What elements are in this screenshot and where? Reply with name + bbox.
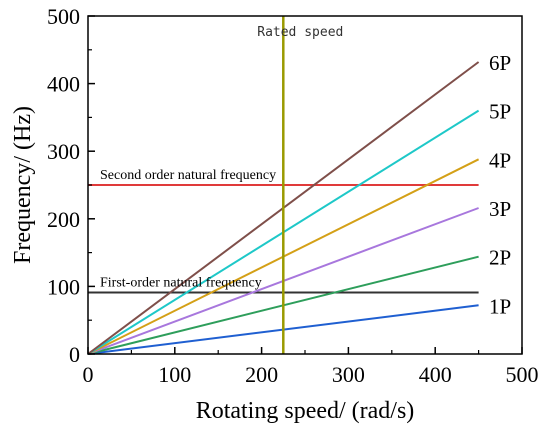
y-tick-label: 100 <box>47 274 80 299</box>
x-tick-label: 100 <box>158 362 191 387</box>
series-label-5p: 5P <box>489 100 511 124</box>
x-tick-label: 400 <box>419 362 452 387</box>
series-label-1p: 1P <box>489 294 511 318</box>
hline-label-2: First-order natural frequency <box>100 275 262 290</box>
hline-label-1: Second order natural frequency <box>100 168 276 183</box>
rated-speed-label: Rated speed <box>257 25 343 40</box>
x-tick-label: 0 <box>83 362 94 387</box>
plot-area <box>87 16 480 355</box>
series-label-2p: 2P <box>489 246 511 270</box>
x-tick-label: 200 <box>245 362 278 387</box>
axes <box>87 15 523 355</box>
y-axis-title: Frequency/ (Hz) <box>10 106 36 264</box>
x-tick-label: 300 <box>332 362 365 387</box>
series-label-3p: 3P <box>489 197 511 221</box>
y-tick-label: 200 <box>47 207 80 232</box>
y-tick-label: 300 <box>47 139 80 164</box>
labels: 0 100 200 300 400 500 0 100 200 300 400 500 Rotating… <box>10 4 539 424</box>
x-axis-title: Rotating speed/ (rad/s) <box>196 398 415 424</box>
y-tick-label: 0 <box>69 342 80 367</box>
x-tick-label: 500 <box>506 362 539 387</box>
y-tick-label: 400 <box>47 72 80 97</box>
series-label-6p: 6P <box>489 51 511 75</box>
y-tick-label: 500 <box>47 4 80 29</box>
series-label-4p: 4P <box>489 148 511 172</box>
